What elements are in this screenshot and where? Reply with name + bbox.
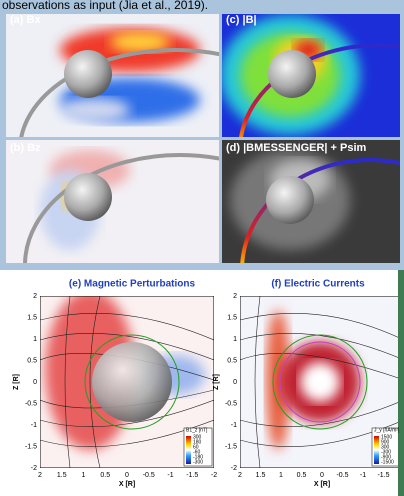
edge-strip: [398, 270, 404, 496]
x-tick-label: -0.5: [336, 472, 348, 479]
x-tick-label: -0.5: [143, 472, 155, 479]
y-tick-label: 1: [33, 336, 37, 343]
y-tick-label: -1.5: [225, 443, 237, 450]
x-tick-label: -1: [360, 472, 366, 479]
y-tick-label: 2: [33, 293, 37, 300]
x-tick-label: 2: [238, 472, 242, 479]
y-axis-label: Z [R]: [13, 374, 20, 390]
colorbar-label: B1_z [nT]: [186, 427, 208, 433]
y-tick-label: -0.5: [25, 400, 37, 407]
x-tick-label: -1.5: [186, 472, 198, 479]
x-tick-label: -1: [167, 472, 173, 479]
x-tick-label: 1: [82, 472, 86, 479]
colorbar: [186, 436, 191, 464]
x-tick-label: 0: [320, 472, 324, 479]
panel-title: (f) Electric Currents: [271, 279, 365, 290]
y-tick-label: -2: [31, 465, 37, 472]
y-tick-label: -1: [231, 422, 237, 429]
panel-title: (b) Bz: [10, 142, 41, 154]
y-tick-label: 1.5: [27, 314, 37, 321]
y-tick-label: -1.5: [25, 443, 37, 450]
colorbar-label: J_y [nA/m²]: [374, 427, 400, 433]
y-tick-label: 0.5: [27, 357, 37, 364]
y-tick-label: -1: [31, 422, 37, 429]
colorbar: [374, 436, 379, 464]
y-tick-label: 1: [233, 336, 237, 343]
figure: observations as input (Jia et al., 2019)…: [0, 0, 404, 496]
colorbar-tick: -1500: [381, 459, 394, 465]
y-tick-label: -0.5: [225, 400, 237, 407]
caption: observations as input (Jia et al., 2019)…: [2, 0, 208, 12]
panel-title: (e) Magnetic Perturbations: [69, 279, 196, 290]
y-tick-label: 2: [233, 293, 237, 300]
x-tick-label: 2: [38, 472, 42, 479]
colorbar-tick: -300: [193, 459, 203, 465]
y-axis-label: Z [R]: [213, 374, 220, 390]
panel-title: (d) |BMESSENGER| + Psim: [226, 142, 367, 154]
y-tick-label: 0: [233, 379, 237, 386]
x-tick-label: 0: [125, 472, 129, 479]
x-tick-label: 0.5: [297, 472, 307, 479]
x-tick-label: -2: [211, 472, 217, 479]
x-tick-label: 1: [279, 472, 283, 479]
x-axis-label: X [R]: [119, 481, 135, 488]
panel-title: (a) Bx: [10, 14, 41, 26]
x-tick-label: -1.5: [377, 472, 389, 479]
panel-title: (c) |B|: [226, 14, 257, 26]
y-tick-label: 1.5: [227, 314, 237, 321]
x-tick-label: 0.5: [100, 472, 110, 479]
x-tick-label: 1.5: [57, 472, 67, 479]
x-axis-label: X [R]: [314, 481, 330, 488]
y-tick-label: 0.5: [227, 357, 237, 364]
x-tick-label: 1.5: [256, 472, 266, 479]
y-tick-label: 0: [33, 379, 37, 386]
y-tick-label: -2: [231, 465, 237, 472]
